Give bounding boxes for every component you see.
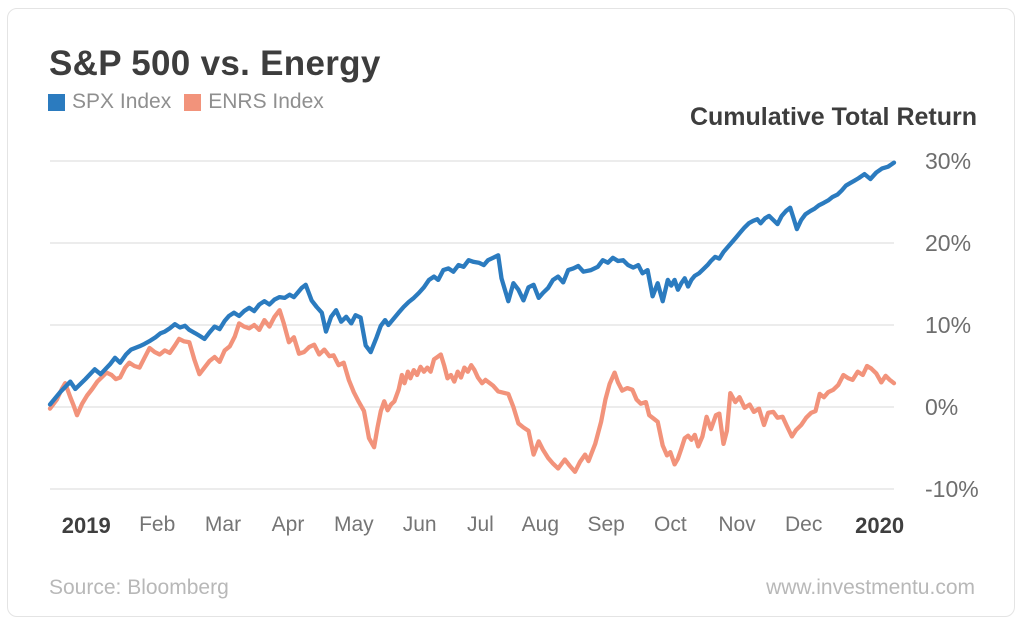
x-axis-tick-label: Mar (204, 513, 242, 536)
x-axis-tick-label: Nov (718, 513, 756, 536)
enrs-legend-swatch (184, 93, 202, 111)
x-axis-tick-label: Feb (139, 513, 176, 536)
legend-item-spx: SPX Index (48, 90, 171, 114)
right-axis-title: Cumulative Total Return (689, 103, 977, 131)
x-axis-tick-label: Aug (521, 513, 560, 536)
x-axis-tick-label: Jul (467, 513, 494, 536)
chart-card (7, 8, 1015, 617)
y-axis-tick-label: 0% (925, 394, 959, 420)
enrs-legend-label: ENRS Index (208, 90, 324, 113)
x-axis-tick-label: Sep (587, 513, 625, 536)
series-line-enrs (47, 308, 897, 474)
spx-legend-label: SPX Index (72, 90, 172, 113)
x-axis-tick-label: 2019 (61, 513, 111, 538)
y-axis-tick-label: -10% (925, 476, 979, 502)
chart-title: S&P 500 vs. Energy (49, 44, 381, 83)
y-axis-tick-label: 10% (925, 312, 972, 338)
x-axis-tick-label: Oct (653, 513, 687, 536)
y-axis-tick-label: 30% (925, 148, 972, 174)
x-axis-tick-label: May (333, 513, 374, 536)
x-axis-tick-label: Jun (402, 513, 437, 536)
x-axis-tick-label: Apr (271, 513, 305, 536)
y-axis-tick-label: 20% (925, 230, 972, 256)
legend-item-enrs: ENRS Index (184, 90, 324, 114)
x-axis-tick-label: Dec (785, 513, 823, 536)
series-line-spx (47, 160, 897, 407)
source-credit: Source: Bloomberg (49, 576, 229, 599)
website-credit: www.investmentu.com (766, 576, 975, 599)
plot-area (47, 160, 897, 490)
spx-legend-swatch (48, 93, 65, 111)
x-axis-tick-label: 2020 (855, 513, 905, 538)
legend: SPX Index ENRS Index (48, 90, 324, 114)
